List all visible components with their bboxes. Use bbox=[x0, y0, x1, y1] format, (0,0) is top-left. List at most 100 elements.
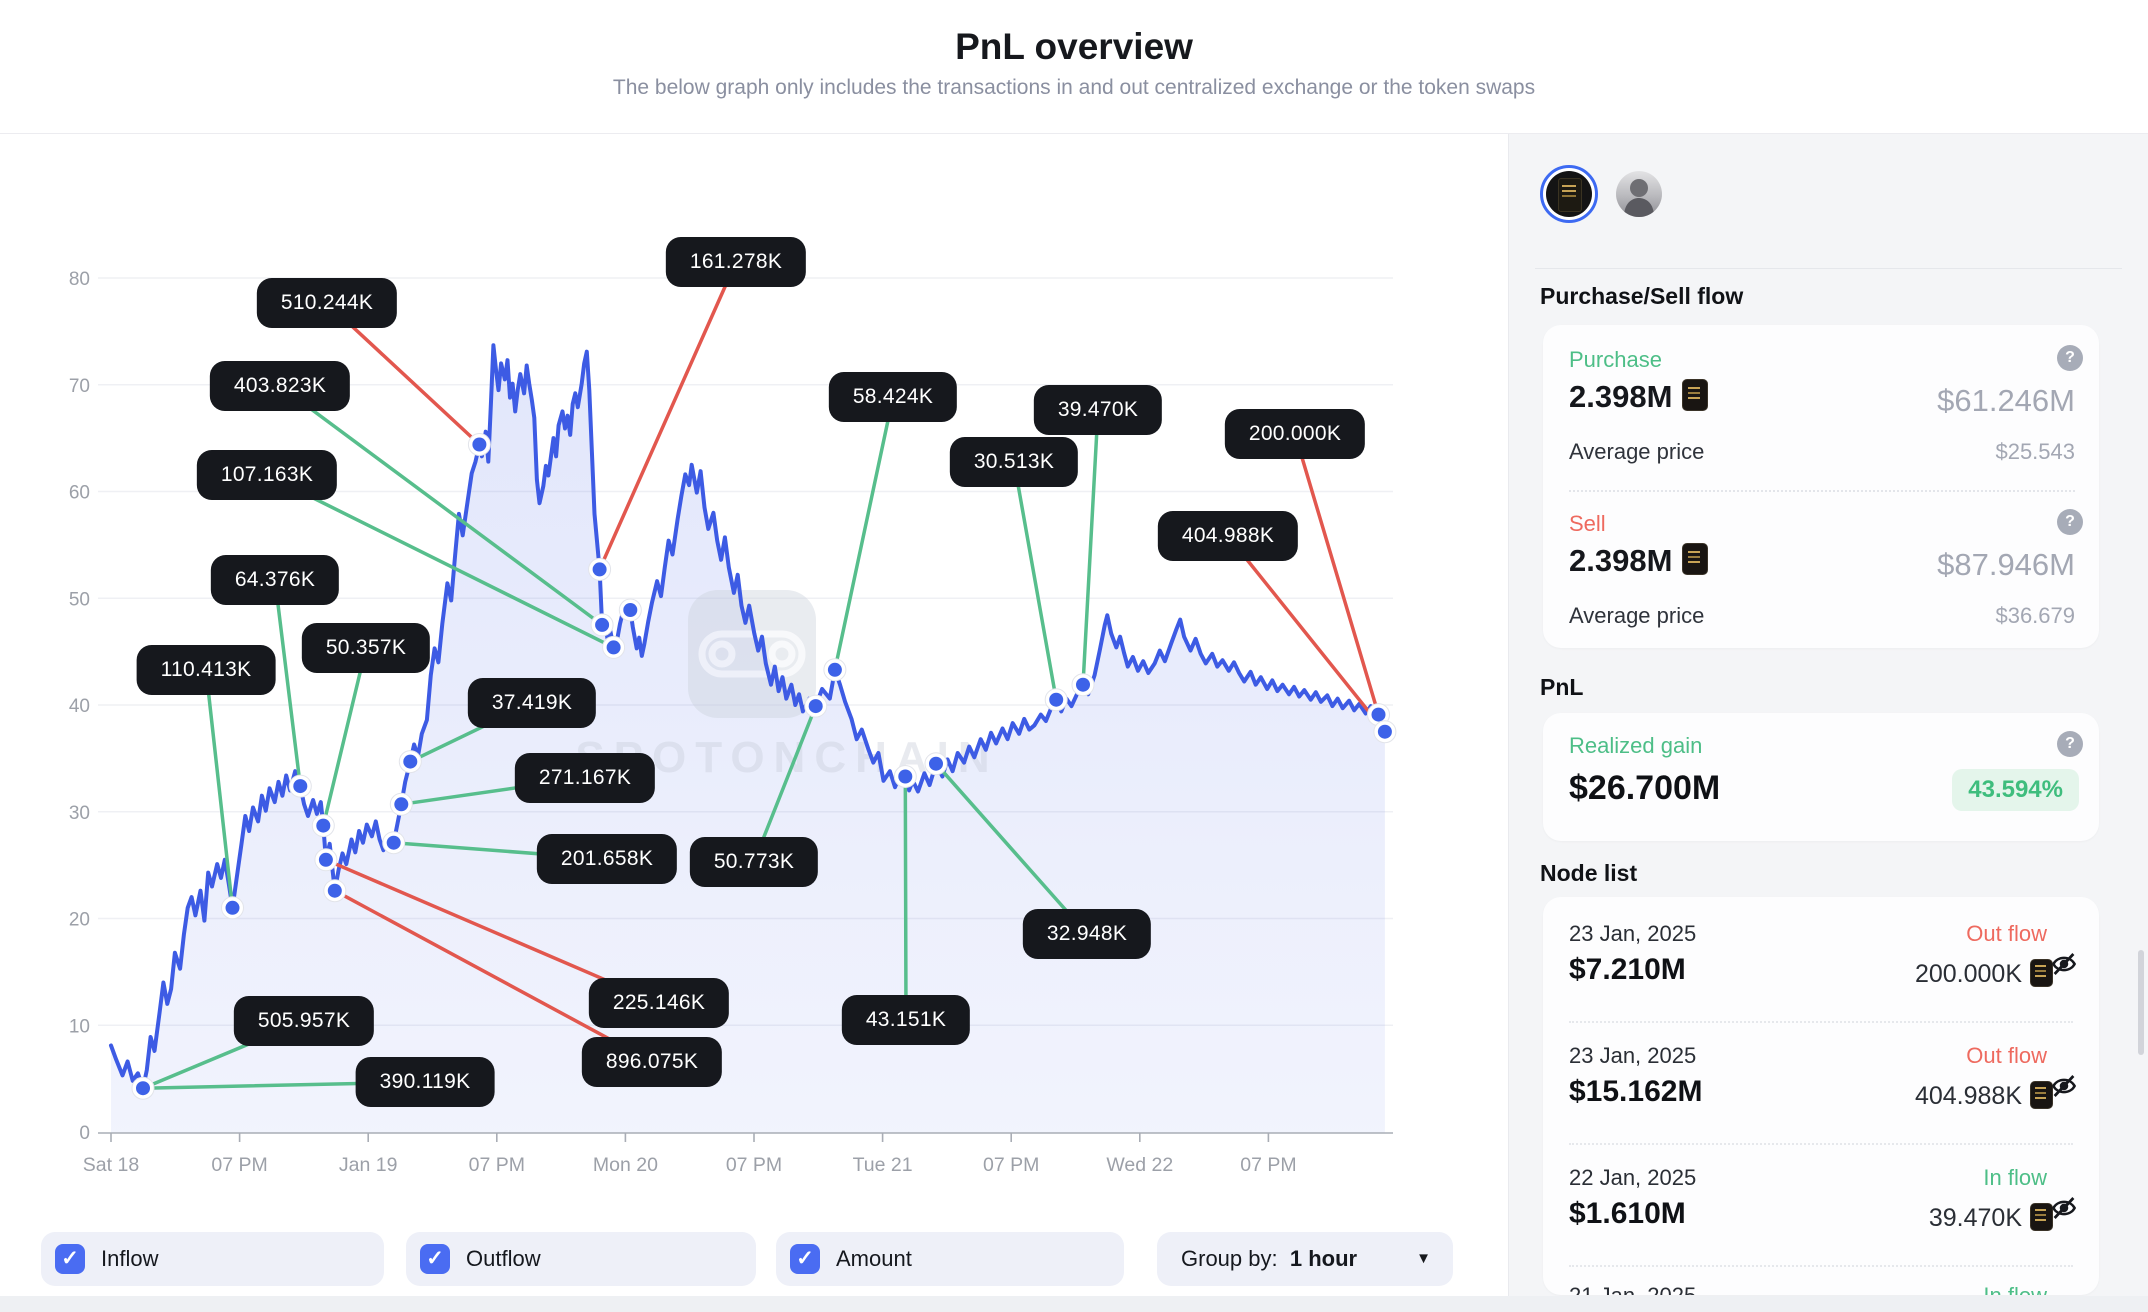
amount-toggle[interactable]: ✓ Amount bbox=[776, 1232, 1124, 1286]
annotation-pill-107.163K[interactable]: 107.163K bbox=[196, 450, 338, 500]
group-by-dropdown[interactable]: Group by: 1 hour ▼ bbox=[1157, 1232, 1453, 1286]
wallet-avatar-selected[interactable] bbox=[1540, 165, 1598, 223]
node-dot-core bbox=[606, 640, 621, 655]
sidebar: Purchase/Sell flow Purchase ? 2.398M $61… bbox=[1509, 134, 2148, 1312]
node-usd-value: $1.610M bbox=[1569, 1197, 1686, 1230]
svg-text:50: 50 bbox=[69, 589, 90, 610]
token-avatar bbox=[1546, 171, 1592, 217]
token-icon bbox=[2030, 959, 2053, 987]
node-flow-type: In flow bbox=[1983, 1283, 2047, 1295]
purchase-sell-heading: Purchase/Sell flow bbox=[1540, 283, 1744, 309]
node-dot-core bbox=[403, 754, 418, 769]
svg-text:0: 0 bbox=[79, 1123, 90, 1144]
outflow-toggle[interactable]: ✓ Outflow bbox=[406, 1232, 756, 1286]
svg-text:60: 60 bbox=[69, 483, 90, 504]
portrait-image bbox=[1624, 179, 1654, 217]
annotation-pill-50.357K[interactable]: 50.357K bbox=[301, 623, 431, 673]
svg-text:Wed 22: Wed 22 bbox=[1106, 1154, 1173, 1176]
annotation-pill-200.000K[interactable]: 200.000K bbox=[1224, 409, 1366, 459]
svg-text:Mon 20: Mon 20 bbox=[593, 1154, 658, 1176]
help-icon[interactable]: ? bbox=[2057, 731, 2083, 757]
annotation-pill-271.167K[interactable]: 271.167K bbox=[514, 753, 656, 803]
node-list-item[interactable]: 23 Jan, 2025 $7.210M Out flow 200.000K bbox=[1569, 921, 2079, 1031]
annotation-pill-43.151K[interactable]: 43.151K bbox=[841, 995, 971, 1045]
inflow-toggle[interactable]: ✓ Inflow bbox=[41, 1232, 384, 1286]
node-dot-core bbox=[623, 603, 638, 617]
eye-off-icon[interactable] bbox=[2049, 1071, 2079, 1101]
annotation-pill-161.278K[interactable]: 161.278K bbox=[665, 237, 807, 287]
node-dot-core bbox=[592, 562, 607, 577]
svg-text:30: 30 bbox=[69, 803, 90, 824]
eye-off-icon[interactable] bbox=[2049, 949, 2079, 979]
svg-text:Sat 18: Sat 18 bbox=[83, 1154, 139, 1176]
node-list-item[interactable]: 21 Jan, 2025 In flow bbox=[1569, 1283, 2079, 1295]
chart-node-dots[interactable] bbox=[131, 433, 1397, 1100]
node-date: 23 Jan, 2025 bbox=[1569, 921, 1697, 946]
node-amount: 404.988K bbox=[1915, 1081, 2053, 1111]
outflow-checkbox[interactable]: ✓ bbox=[420, 1244, 450, 1274]
annotation-pill-390.119K[interactable]: 390.119K bbox=[355, 1057, 495, 1107]
node-dot-core bbox=[808, 699, 823, 714]
annotation-pill-58.424K[interactable]: 58.424K bbox=[828, 372, 958, 422]
annotation-pill-110.413K[interactable]: 110.413K bbox=[136, 645, 276, 695]
leader-lines bbox=[141, 260, 1387, 1090]
annotation-pill-505.957K[interactable]: 505.957K bbox=[233, 996, 375, 1046]
page-bottom-strip bbox=[0, 1296, 2148, 1312]
page-subtitle: The below graph only includes the transa… bbox=[612, 76, 1536, 99]
gain-percent-badge: 43.594% bbox=[1952, 769, 2079, 811]
amount-checkbox[interactable]: ✓ bbox=[790, 1244, 820, 1274]
sell-usd: $87.946M bbox=[1937, 547, 2075, 582]
svg-text:07 PM: 07 PM bbox=[983, 1154, 1039, 1176]
node-dot-core bbox=[472, 437, 487, 452]
annotation-pill-225.146K[interactable]: 225.146K bbox=[588, 978, 730, 1028]
realized-gain-label: Realized gain bbox=[1569, 733, 1703, 758]
node-amount: 200.000K bbox=[1915, 959, 2053, 989]
purchase-usd: $61.246M bbox=[1937, 383, 2075, 418]
row-divider bbox=[1569, 1143, 2073, 1145]
annotation-pill-32.948K[interactable]: 32.948K bbox=[1022, 909, 1152, 959]
annotation-pill-39.470K[interactable]: 39.470K bbox=[1033, 385, 1163, 435]
svg-text:07 PM: 07 PM bbox=[211, 1154, 267, 1176]
node-list-item[interactable]: 22 Jan, 2025 $1.610M In flow 39.470K bbox=[1569, 1165, 2079, 1275]
node-flow-type: Out flow bbox=[1966, 1043, 2047, 1068]
annotation-pill-30.513K[interactable]: 30.513K bbox=[949, 437, 1079, 487]
node-usd-value: $7.210M bbox=[1569, 953, 1686, 986]
pnl-card: Realized gain ? $26.700M 43.594% bbox=[1543, 713, 2099, 841]
sidebar-divider bbox=[1535, 268, 2122, 269]
realized-gain-value: $26.700M bbox=[1569, 769, 1721, 807]
node-dot-core bbox=[929, 756, 943, 771]
node-dot-core bbox=[1371, 707, 1386, 722]
check-icon: ✓ bbox=[796, 1247, 814, 1270]
node-usd-value: $15.162M bbox=[1569, 1075, 1703, 1108]
eye-off-icon[interactable] bbox=[2049, 1193, 2079, 1223]
inflow-checkbox[interactable]: ✓ bbox=[55, 1244, 85, 1274]
purchase-amount: 2.398M bbox=[1569, 379, 1709, 415]
annotation-pill-510.244K[interactable]: 510.244K bbox=[256, 278, 398, 328]
annotation-pill-404.988K[interactable]: 404.988K bbox=[1157, 511, 1299, 561]
annotation-pill-201.658K[interactable]: 201.658K bbox=[536, 834, 678, 884]
help-icon[interactable]: ? bbox=[2057, 345, 2083, 371]
node-dot-core bbox=[327, 883, 342, 898]
node-list-heading: Node list bbox=[1540, 860, 1638, 886]
node-list-card: 23 Jan, 2025 $7.210M Out flow 200.000K 2… bbox=[1543, 897, 2099, 1295]
token-icon bbox=[2030, 1203, 2053, 1231]
svg-text:80: 80 bbox=[69, 269, 90, 290]
scrollbar-thumb[interactable] bbox=[2138, 950, 2144, 1055]
sell-label: Sell bbox=[1569, 511, 1606, 536]
purchase-label: Purchase bbox=[1569, 347, 1662, 372]
annotation-pill-50.773K[interactable]: 50.773K bbox=[689, 837, 819, 887]
help-icon[interactable]: ? bbox=[2057, 509, 2083, 535]
page-title: PnL overview bbox=[955, 26, 1193, 67]
annotation-pill-37.419K[interactable]: 37.419K bbox=[467, 678, 597, 728]
svg-text:Jan 19: Jan 19 bbox=[339, 1154, 398, 1176]
chevron-down-icon: ▼ bbox=[1416, 1250, 1431, 1267]
node-list-item[interactable]: 23 Jan, 2025 $15.162M Out flow 404.988K bbox=[1569, 1043, 2079, 1153]
node-dot-core bbox=[136, 1081, 150, 1096]
header: PnL overview The below graph only includ… bbox=[0, 0, 2148, 134]
annotation-pill-64.376K[interactable]: 64.376K bbox=[210, 555, 340, 605]
wallet-avatar[interactable] bbox=[1616, 171, 1662, 217]
annotation-pill-403.823K[interactable]: 403.823K bbox=[209, 361, 351, 411]
token-icon bbox=[1682, 543, 1709, 575]
annotation-pill-896.075K[interactable]: 896.075K bbox=[581, 1037, 723, 1087]
